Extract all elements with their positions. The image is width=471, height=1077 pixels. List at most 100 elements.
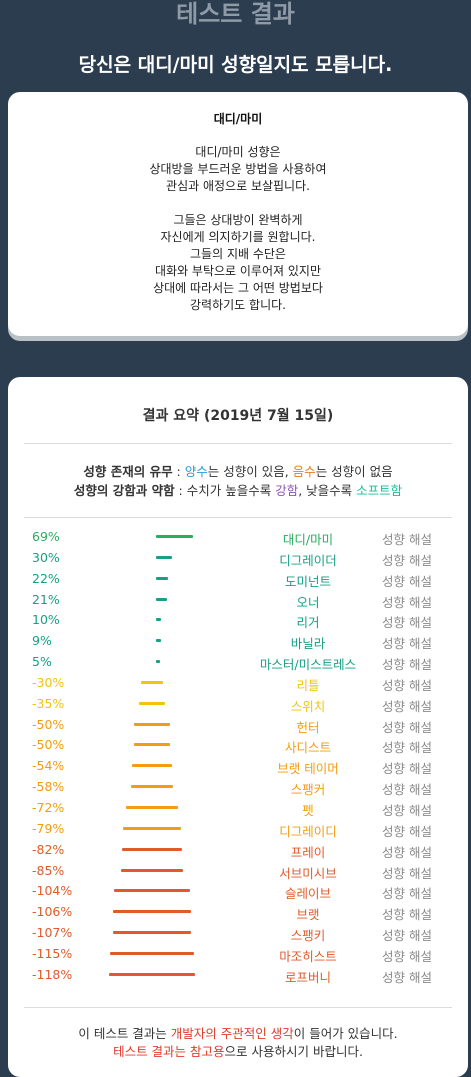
tendency-explanation-link[interactable]: 성향 해설: [382, 552, 432, 568]
tendency-explanation-link[interactable]: 성향 해설: [382, 907, 432, 923]
description-line: 관심과 애정으로 보살핍니다.: [166, 179, 310, 193]
tendency-name: 마조히스트: [279, 948, 337, 964]
tendency-percent: -72%: [32, 799, 65, 815]
disclaimer-text: 이 들어가 있습니다.: [293, 1026, 398, 1041]
legend-negative: 음수: [292, 464, 316, 479]
summary-card: 결과 요약 (2019년 7월 15일) 성향 존재의 유무 : 양수는 성향이…: [8, 377, 468, 1077]
tendency-name: 프레이: [290, 844, 326, 860]
description-line: 대디/마미 성향은: [195, 145, 281, 159]
tendency-name: 브랫 테이머: [277, 761, 339, 777]
tendency-name: 오너: [296, 594, 320, 610]
tendency-row: 21% 오너 성향 해설: [8, 592, 468, 613]
tendency-bar: [122, 826, 182, 830]
tendency-bar: [112, 931, 192, 935]
tendency-bar: [132, 764, 172, 768]
tendency-row: -50% 사디스트 성향 해설: [8, 737, 468, 758]
disclaimer-highlight: 테스트 결과는 참고용: [113, 1044, 225, 1059]
tendency-name: 슬레이브: [284, 886, 331, 902]
tendency-name: 디그레이더: [279, 552, 337, 568]
tendency-row: -54% 브랫 테이머 성향 해설: [8, 758, 468, 779]
tendency-percent: 69%: [32, 529, 60, 544]
tendency-row: -106% 브랫 성향 해설: [8, 904, 468, 925]
legend-existence: 성향 존재의 유무 : 양수는 성향이 있음, 음수는 성향이 없음: [8, 461, 468, 480]
tendency-percent: -115%: [32, 945, 73, 961]
tendency-bar: [120, 868, 184, 872]
description-line: 강력하기도 합니다.: [190, 298, 286, 312]
description-line: 상대방을 부드러운 방법을 사용하여: [149, 162, 327, 176]
tendency-row: -115% 마조히스트 성향 해설: [8, 946, 468, 967]
legend-sep: :: [172, 464, 185, 479]
tendency-row: -118% 로프버니 성향 해설: [8, 967, 468, 988]
tendency-bar: [133, 722, 171, 726]
tendency-name: 바닐라: [290, 636, 326, 652]
tendency-bar: [139, 701, 165, 705]
disclaimer-highlight: 개발자의 주관적인 생각: [170, 1026, 294, 1041]
divider: [24, 443, 452, 444]
tendency-name: 브랫: [296, 907, 320, 923]
tendency-name: 헌터: [296, 719, 320, 735]
tendency-explanation-link[interactable]: 성향 해설: [382, 823, 432, 839]
tendency-row: -85% 서브미시브 성향 해설: [8, 863, 468, 884]
tendency-percent: 5%: [32, 654, 52, 670]
tendency-row: 22% 도미넌트 성향 해설: [8, 571, 468, 592]
tendency-explanation-link[interactable]: 성향 해설: [382, 782, 432, 798]
tendency-explanation-link[interactable]: 성향 해설: [382, 615, 432, 631]
tendency-row: 10% 리거 성향 해설: [8, 612, 468, 633]
legend-strong: 강함: [275, 483, 299, 498]
legend-existence-label: 성향 존재의 유무: [83, 464, 173, 479]
tendency-explanation-link[interactable]: 성향 해설: [382, 657, 432, 673]
tendency-percent: -107%: [32, 925, 73, 941]
tendency-explanation-link[interactable]: 성향 해설: [382, 928, 432, 944]
divider: [24, 517, 452, 518]
tendency-bar: [140, 680, 164, 684]
tendency-explanation-link[interactable]: 성향 해설: [382, 969, 432, 985]
tendency-bar: [113, 889, 191, 893]
tendency-percent: -118%: [32, 966, 73, 982]
legend-strength: 성향의 강함과 약함 : 수치가 높을수록 강함, 낮을수록 소프트함: [8, 480, 468, 499]
tendency-explanation-link[interactable]: 성향 해설: [382, 636, 432, 652]
tendency-percent: -106%: [32, 904, 73, 920]
tendency-percent: 30%: [32, 549, 60, 565]
tendency-explanation-link[interactable]: 성향 해설: [382, 698, 432, 714]
page-title: 테스트 결과: [176, 0, 295, 28]
tendency-bar: [156, 639, 161, 643]
description-line: 대화와 부탁으로 이루어져 있지만: [154, 264, 321, 278]
tendency-row: -50% 헌터 성향 해설: [8, 717, 468, 738]
tendency-percent: -79%: [32, 820, 65, 836]
tendency-name: 스위치: [290, 698, 326, 714]
divider: [24, 1007, 452, 1008]
legend-strength-label: 성향의 강함과 약함: [73, 483, 175, 498]
tendency-explanation-link[interactable]: 성향 해설: [382, 532, 432, 547]
description-line: 자신에게 의지하기를 원합니다.: [160, 230, 316, 244]
tendency-bar: [108, 972, 196, 976]
tendency-row: -82% 프레이 성향 해설: [8, 842, 468, 863]
tendency-explanation-link[interactable]: 성향 해설: [382, 948, 432, 964]
tendency-explanation-link[interactable]: 성향 해설: [382, 594, 432, 610]
tendency-percent: -35%: [32, 695, 65, 711]
tendency-row: -58% 스팽커 성향 해설: [8, 779, 468, 800]
tendency-row: -72% 펫 성향 해설: [8, 800, 468, 821]
tendency-name: 로프버니: [284, 969, 331, 985]
tendency-percent: -85%: [32, 862, 65, 878]
disclaimer-line: 이 테스트 결과는 개발자의 주관적인 생각이 들어가 있습니다.: [8, 1025, 468, 1043]
tendency-percent: -58%: [32, 779, 65, 795]
tendency-explanation-link[interactable]: 성향 해설: [382, 719, 432, 735]
tendency-explanation-link[interactable]: 성향 해설: [382, 865, 432, 881]
tendency-explanation-link[interactable]: 성향 해설: [382, 677, 432, 693]
tendency-explanation-link[interactable]: 성향 해설: [382, 886, 432, 902]
tendency-row: -79% 디그레이디 성향 해설: [8, 821, 468, 842]
legend-soft: 소프트함: [356, 483, 403, 498]
tendency-row: -104% 슬레이브 성향 해설: [8, 883, 468, 904]
tendency-percent: -50%: [32, 737, 65, 753]
description-line: 그들의 지배 수단은: [190, 247, 286, 261]
tendency-explanation-link[interactable]: 성향 해설: [382, 761, 432, 777]
disclaimer: 이 테스트 결과는 개발자의 주관적인 생각이 들어가 있습니다. 테스트 결과…: [8, 1025, 468, 1061]
tendency-explanation-link[interactable]: 성향 해설: [382, 573, 432, 589]
tendency-name: 서브미시브: [279, 865, 337, 881]
tendency-explanation-link[interactable]: 성향 해설: [382, 844, 432, 860]
tendency-explanation-link[interactable]: 성향 해설: [382, 802, 432, 818]
tendency-explanation-link[interactable]: 성향 해설: [382, 740, 432, 756]
tendency-name: 스팽키: [290, 928, 326, 944]
tendency-bar: [133, 743, 171, 747]
tendency-percent: -82%: [32, 841, 65, 857]
